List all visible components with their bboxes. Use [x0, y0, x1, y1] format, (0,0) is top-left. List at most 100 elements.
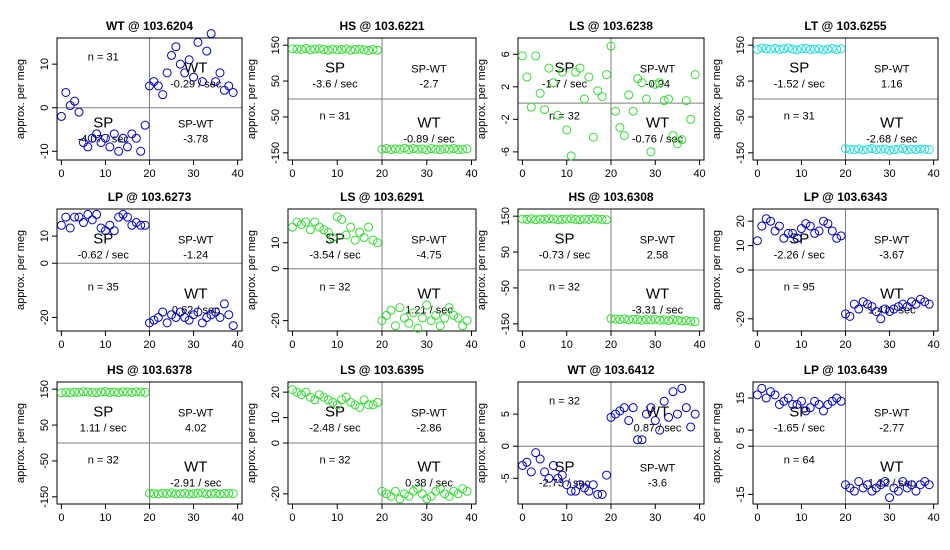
data-point: [823, 44, 833, 54]
data-point: [584, 72, 594, 82]
wt-rate: 0.87 / sec: [634, 423, 682, 435]
data-point: [197, 318, 207, 328]
data-point: [597, 92, 607, 102]
data-point: [836, 396, 846, 406]
data-point: [287, 385, 297, 395]
data-point: [522, 457, 532, 467]
data-point: [153, 81, 163, 91]
x-tick-label: 30: [187, 512, 199, 524]
wt-label: WT: [646, 286, 669, 303]
data-point: [426, 491, 436, 501]
y-tick-label: -20: [39, 309, 51, 325]
data-point: [571, 214, 581, 224]
data-point: [796, 44, 806, 54]
data-point: [562, 480, 572, 490]
data-point: [364, 222, 374, 232]
data-point: [215, 68, 225, 78]
data-point: [880, 304, 890, 314]
data-point: [531, 51, 541, 61]
y-tick-label: 0: [39, 260, 51, 266]
y-tick-label: -150: [735, 142, 747, 164]
wt-label: WT: [646, 404, 669, 421]
sp-rate: -1.52 / sec: [774, 79, 826, 91]
data-point: [823, 219, 833, 229]
data-point: [96, 387, 106, 397]
data-point: [659, 96, 669, 106]
y-tick-label: 2: [500, 84, 512, 90]
y-axis-label: approx. per meg: [246, 403, 258, 483]
x-tick-label: 40: [465, 168, 477, 180]
y-tick-label: -150: [500, 313, 512, 335]
data-point: [417, 144, 427, 154]
y-tick-label: 10: [735, 239, 747, 251]
data-point: [153, 312, 163, 322]
data-point: [664, 316, 674, 326]
data-point: [788, 399, 798, 409]
data-point: [593, 214, 603, 224]
n-label: n = 95: [784, 282, 815, 294]
spwt-value: -3.67: [879, 250, 904, 262]
data-point: [858, 145, 868, 155]
data-point: [305, 45, 315, 55]
data-point: [540, 214, 550, 224]
data-point: [114, 212, 124, 222]
data-point: [408, 144, 418, 154]
data-point: [889, 304, 899, 314]
data-point: [56, 111, 66, 121]
sp-label: SP: [554, 459, 574, 476]
data-point: [390, 321, 400, 331]
data-point: [122, 387, 132, 397]
y-axis-label: approx. per meg: [15, 59, 27, 139]
data-point: [814, 226, 824, 236]
data-point: [381, 489, 391, 499]
n-label: n = 32: [88, 455, 119, 467]
wt-rate: -2.68 / sec: [866, 134, 918, 146]
data-point: [404, 318, 414, 328]
y-tick-label: 0: [270, 266, 282, 272]
x-tick-label: 0: [519, 512, 525, 524]
data-point: [462, 486, 472, 496]
data-point: [867, 144, 877, 154]
x-tick-label: 40: [693, 339, 705, 351]
data-point: [305, 392, 315, 402]
data-point: [588, 480, 598, 490]
data-point: [193, 307, 203, 317]
data-point: [593, 489, 603, 499]
x-tick-label: 40: [231, 168, 243, 180]
n-label: n = 31: [784, 111, 815, 123]
data-point: [579, 94, 589, 104]
x-tick-label: 0: [58, 512, 64, 524]
data-point: [136, 146, 146, 156]
data-point: [100, 226, 110, 236]
data-point: [215, 312, 225, 322]
data-point: [606, 313, 616, 323]
x-tick-label: 40: [927, 512, 939, 524]
y-tick-label: 20: [735, 215, 747, 227]
data-point: [686, 422, 696, 432]
x-tick-label: 10: [99, 512, 111, 524]
wt-rate: -0.29 / sec: [170, 79, 222, 91]
data-point: [131, 133, 141, 143]
data-point: [426, 144, 436, 154]
data-point: [646, 315, 656, 325]
data-point: [650, 79, 660, 89]
data-point: [907, 297, 917, 307]
data-point: [453, 489, 463, 499]
data-point: [426, 316, 436, 326]
wt-label: WT: [646, 115, 669, 132]
wt-label: WT: [184, 459, 207, 476]
sp-label: SP: [93, 404, 113, 421]
data-point: [422, 300, 432, 310]
chart-title: LS @ 103.6291: [340, 190, 424, 204]
data-point: [323, 45, 333, 55]
data-point: [624, 416, 634, 426]
y-tick-label: -20: [735, 311, 747, 327]
data-point: [167, 488, 177, 498]
data-point: [228, 321, 238, 331]
spwt-label: SP-WT: [640, 463, 676, 475]
data-point: [757, 43, 767, 53]
data-point: [435, 484, 445, 494]
chart-title: LS @ 103.6395: [340, 363, 424, 377]
data-point: [668, 387, 678, 397]
data-point: [127, 129, 137, 139]
